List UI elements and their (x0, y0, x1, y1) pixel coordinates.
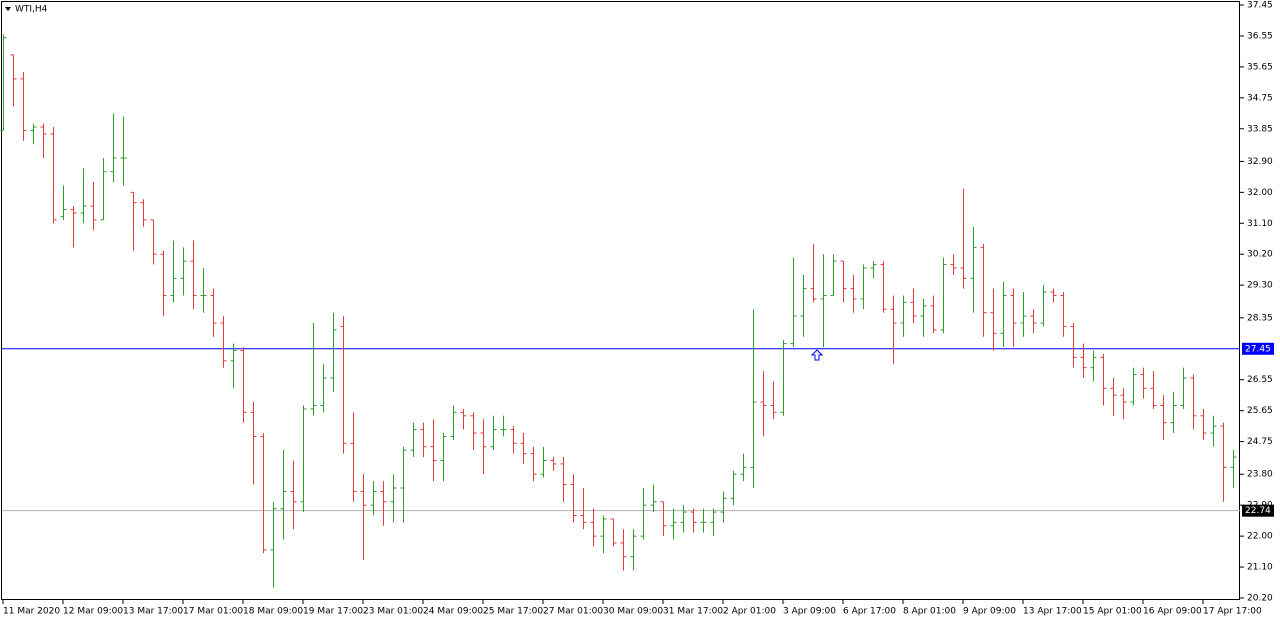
price-label-box (1242, 342, 1274, 355)
arrow-icon (810, 349, 824, 361)
y-tick-label: 37.45 (1247, 1, 1273, 11)
x-tick-label: 19 Mar 17:00 (303, 607, 363, 617)
y-tick-label: 33.85 (1247, 124, 1273, 134)
y-tick-label: 28.35 (1247, 313, 1273, 323)
y-tick-label: 26.55 (1247, 375, 1273, 385)
y-tick-label: 32.90 (1247, 157, 1273, 167)
y-tick-label: 34.75 (1247, 93, 1273, 103)
y-tick-label: 21.10 (1247, 563, 1273, 573)
y-tick-label: 30.20 (1247, 250, 1273, 260)
x-tick-label: 30 Mar 09:00 (603, 607, 663, 617)
y-tick-label: 31.10 (1247, 219, 1273, 229)
y-tick-label: 29.30 (1247, 281, 1273, 291)
x-tick-label: 11 Mar 2020 (3, 607, 60, 617)
x-tick-label: 17 Apr 17:00 (1203, 607, 1262, 617)
y-tick-label: 36.55 (1247, 31, 1273, 41)
x-tick-label: 13 Mar 17:00 (123, 607, 183, 617)
x-tick-label: 16 Apr 09:00 (1143, 607, 1202, 617)
x-tick-label: 9 Apr 09:00 (963, 607, 1016, 617)
x-tick-label: 3 Apr 09:00 (783, 607, 836, 617)
price-label-box (1242, 504, 1274, 517)
y-tick-label: 20.20 (1247, 594, 1273, 604)
x-tick-label: 13 Apr 17:00 (1023, 607, 1082, 617)
y-tick-label: 35.65 (1247, 62, 1273, 72)
y-tick-label: 24.75 (1247, 437, 1273, 447)
x-tick-label: 2 Apr 01:00 (723, 607, 776, 617)
x-tick-label: 25 Mar 17:00 (483, 607, 543, 617)
x-tick-label: 17 Mar 01:00 (183, 607, 243, 617)
y-tick-label: 32.00 (1247, 188, 1273, 198)
chart-title: WTI,H4 (15, 5, 48, 15)
x-tick-label: 15 Apr 01:00 (1083, 607, 1142, 617)
x-tick-label: 18 Mar 09:00 (243, 607, 303, 617)
price-label: 27.45 (1245, 344, 1271, 354)
x-tick-label: 6 Apr 17:00 (843, 607, 896, 617)
x-tick-label: 12 Mar 09:00 (63, 607, 123, 617)
menu-triangle[interactable] (5, 7, 11, 11)
y-tick-label: 25.65 (1247, 406, 1273, 416)
x-tick-label: 23 Mar 01:00 (363, 607, 423, 617)
x-tick-label: 24 Mar 09:00 (423, 607, 483, 617)
x-tick-label: 8 Apr 01:00 (903, 607, 956, 617)
plot-frame (1, 1, 1240, 600)
price-label: 22.74 (1245, 506, 1271, 516)
y-tick-label: 22.00 (1247, 532, 1273, 542)
x-tick-label: 27 Mar 01:00 (543, 607, 603, 617)
x-tick-label: 31 Mar 17:00 (663, 607, 723, 617)
y-tick-label: 23.80 (1247, 470, 1273, 480)
